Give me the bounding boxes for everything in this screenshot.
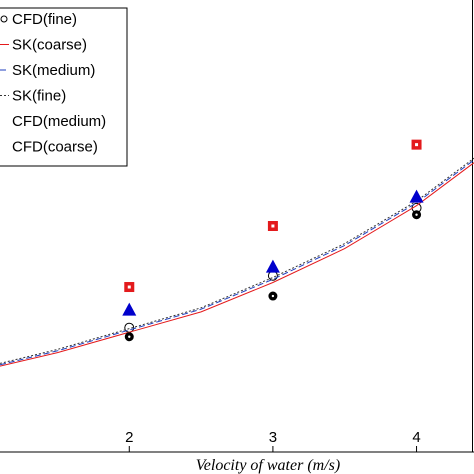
legend-label-sk-fine: SK(fine) bbox=[12, 88, 66, 105]
point-center-unnamed-series-6-2 bbox=[415, 213, 418, 216]
point-center-unnamed-series-6-0 bbox=[128, 335, 131, 338]
point-center-cfd-coarse-1 bbox=[271, 224, 275, 228]
series-line-sk-coarse bbox=[0, 162, 474, 367]
legend-label-cfd-fine: CFD(fine) bbox=[12, 11, 77, 28]
legend-label-cfd-medium: CFD(medium) bbox=[12, 113, 106, 130]
point-cfd-medium-1 bbox=[265, 259, 280, 273]
legend-swatch-cfd-fine bbox=[0, 15, 8, 23]
point-center-cfd-coarse-2 bbox=[415, 143, 419, 147]
point-center-unnamed-series-6-1 bbox=[271, 294, 275, 298]
legend-label-sk-medium: SK(medium) bbox=[12, 62, 95, 79]
x-axis-label: Velocity of water (m/s) bbox=[196, 457, 340, 474]
x-tick-label-3: 3 bbox=[269, 429, 277, 446]
point-center-cfd-coarse-0 bbox=[127, 285, 131, 289]
series-line-sk-medium bbox=[0, 159, 474, 366]
legend-box bbox=[0, 7, 128, 167]
series-layer bbox=[0, 139, 474, 367]
legend: CFD(fine) SK(coarse) SK(medium) SK(fine) CFD… bbox=[0, 7, 128, 167]
x-tick-label-4: 4 bbox=[412, 429, 420, 446]
point-cfd-medium-2 bbox=[409, 189, 424, 203]
x-ticks: 2 3 4 bbox=[125, 429, 421, 452]
point-cfd-medium-0 bbox=[122, 302, 137, 316]
legend-label-sk-coarse: SK(coarse) bbox=[12, 37, 87, 54]
x-tick-label-2: 2 bbox=[125, 429, 133, 446]
legend-label-cfd-coarse: CFD(coarse) bbox=[12, 139, 98, 156]
